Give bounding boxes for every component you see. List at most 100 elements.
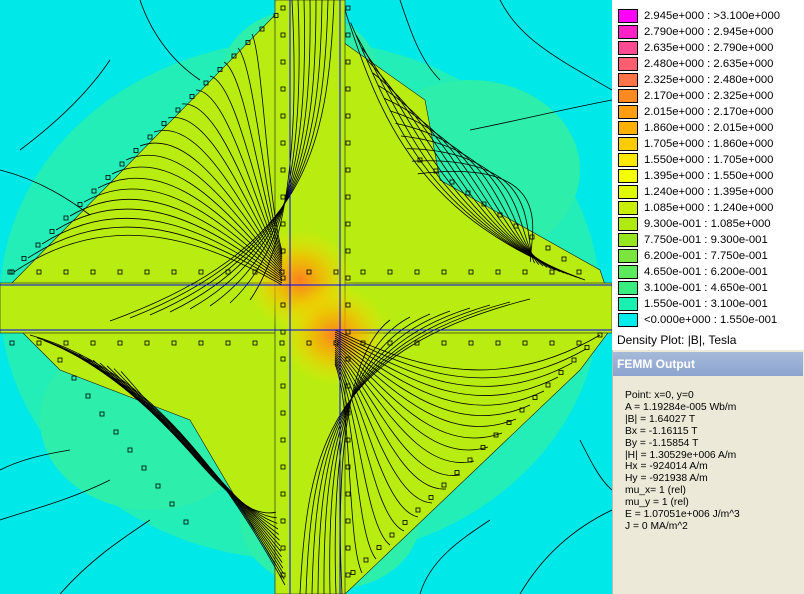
- output-line: mu_y = 1 (rel): [625, 497, 689, 509]
- output-values: Point: x=0, y=0 A = 1.19284e-005 Wb/m |B| …: [625, 390, 740, 533]
- mesh-node: [428, 495, 434, 500]
- mesh-node: [90, 269, 96, 275]
- legend-range-label: <0.000e+000 : 1.550e-001: [644, 314, 778, 326]
- legend-range-label: 9.300e-001 : 1.085e+000: [644, 218, 771, 230]
- mesh-node: [549, 340, 555, 346]
- mesh-node: [71, 375, 77, 381]
- legend-range-label: 2.480e+000 : 2.635e+000: [644, 58, 774, 70]
- mesh-node: [345, 518, 351, 524]
- mesh-node: [495, 269, 501, 275]
- flux-line: [334, 359, 391, 546]
- legend-entry: 6.200e-001 : 7.750e-001: [617, 248, 804, 264]
- background-contours: [0, 0, 612, 594]
- mesh-node: [387, 269, 393, 275]
- mesh-node: [21, 256, 27, 261]
- mesh-node: [497, 212, 503, 218]
- mesh-node: [465, 190, 471, 196]
- mesh-node: [345, 383, 351, 389]
- mesh-node: [113, 429, 119, 435]
- legend-color-swatch: [618, 201, 638, 215]
- legend-entry: <0.000e+000 : 1.550e-001: [617, 312, 804, 328]
- mesh-node: [387, 340, 393, 346]
- mesh-node: [522, 269, 528, 275]
- mesh-node: [529, 234, 535, 240]
- mesh-node: [280, 437, 286, 443]
- mesh-node: [252, 269, 258, 275]
- mesh-node: [345, 248, 351, 254]
- output-line: Point: x=0, y=0: [625, 390, 694, 401]
- legend-entry: 2.325e+000 : 2.480e+000: [617, 72, 804, 88]
- mesh-node: [454, 470, 460, 475]
- mesh-node: [280, 491, 286, 497]
- mesh-node: [576, 269, 582, 275]
- flux-line: [251, 33, 283, 252]
- legend-color-swatch: [618, 105, 638, 119]
- mesh-node: [481, 201, 487, 207]
- output-panel-title[interactable]: FEMM Output: [613, 352, 803, 376]
- mesh-node: [280, 545, 286, 551]
- mesh-node: [545, 245, 551, 251]
- flux-line: [97, 177, 283, 274]
- legend-entry: 7.750e-001 : 9.300e-001: [617, 232, 804, 248]
- mesh-node: [245, 40, 251, 45]
- flux-line: [27, 226, 283, 284]
- legend-color-swatch: [618, 41, 638, 55]
- legend-color-swatch: [618, 281, 638, 295]
- mesh-node: [549, 269, 555, 275]
- mesh-node: [345, 437, 351, 443]
- mesh-node: [468, 340, 474, 346]
- mesh-node: [480, 445, 486, 450]
- mesh-node: [522, 340, 528, 346]
- flux-line: [334, 357, 405, 532]
- mesh-node: [415, 507, 421, 513]
- flux-line: [71, 351, 282, 552]
- legend-color-swatch: [618, 137, 638, 151]
- mesh-node: [225, 269, 231, 275]
- mesh-node: [280, 572, 286, 578]
- output-line: J = 0 MA/m^2: [625, 520, 688, 532]
- output-line: Hy = -921938 A/m: [625, 473, 708, 485]
- mesh-node: [280, 248, 286, 254]
- mesh-node: [468, 269, 474, 275]
- mesh-node: [280, 140, 286, 146]
- flux-lines: [13, 0, 601, 594]
- mesh-node: [506, 420, 512, 425]
- mesh-node: [433, 168, 439, 174]
- mesh-node: [133, 148, 139, 153]
- mesh-node: [231, 53, 237, 59]
- flux-line: [249, 0, 295, 301]
- mesh-node: [513, 223, 519, 229]
- legend-color-swatch: [618, 9, 638, 23]
- flux-line: [334, 345, 489, 451]
- mesh-node: [345, 113, 351, 119]
- mesh-node: [345, 221, 351, 227]
- mesh-node: [280, 356, 286, 362]
- mesh-node: [345, 410, 351, 416]
- mesh-node: [519, 407, 525, 413]
- mesh-node: [280, 32, 286, 38]
- mesh-node: [198, 269, 204, 275]
- density-plot-svg: [0, 0, 612, 594]
- output-line: A = 1.19284e-005 Wb/m: [625, 401, 737, 413]
- mesh-node: [49, 229, 55, 234]
- mesh-node: [561, 256, 567, 262]
- mesh-node: [306, 340, 312, 346]
- legend-color-swatch: [618, 265, 638, 279]
- mesh-node: [571, 357, 577, 363]
- mesh-node: [36, 340, 42, 346]
- density-plot-canvas[interactable]: [0, 0, 612, 594]
- flux-line: [334, 341, 517, 427]
- legend-color-swatch: [618, 57, 638, 71]
- mesh-node: [259, 26, 265, 32]
- mesh-node: [345, 140, 351, 146]
- mesh-node: [280, 59, 286, 65]
- flux-line: [69, 198, 283, 278]
- legend-entry: 2.480e+000 : 2.635e+000: [617, 56, 804, 72]
- mesh-node: [144, 269, 150, 275]
- legend-entry: 2.945e+000 : >3.100e+000: [617, 8, 804, 24]
- mesh-node: [345, 356, 351, 362]
- mesh-node: [389, 532, 395, 538]
- legend-color-swatch: [618, 121, 638, 135]
- flux-line: [99, 362, 279, 530]
- flux-line: [317, 307, 471, 594]
